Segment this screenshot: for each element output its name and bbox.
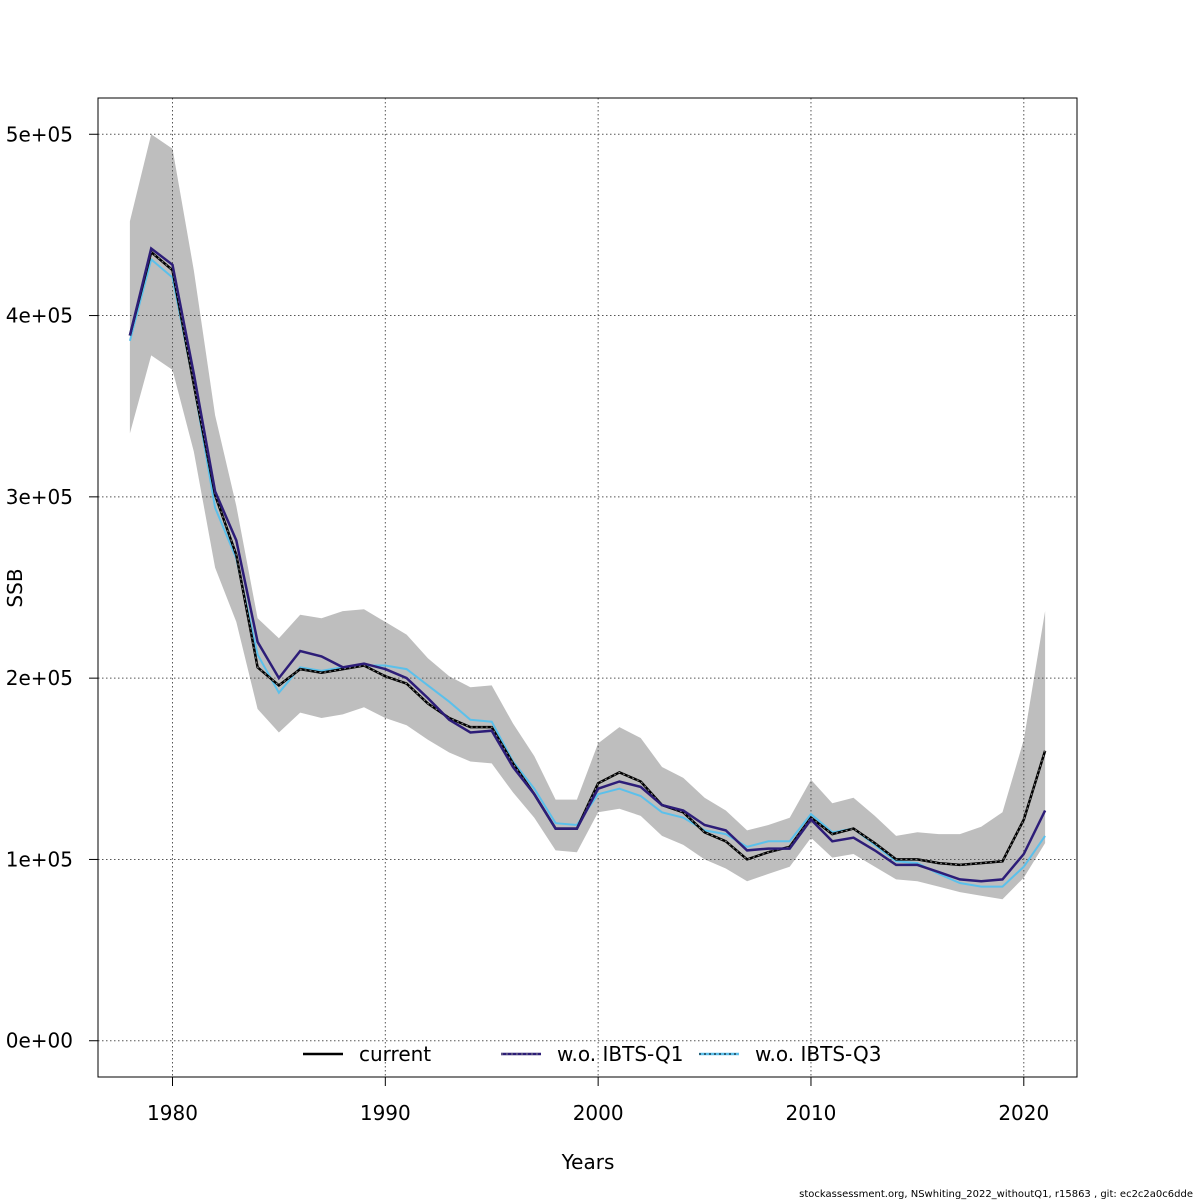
legend: current w.o. IBTS-Q1 w.o. IBTS-Q3 [303, 1042, 881, 1066]
y-tick-label: 2e+05 [6, 666, 73, 690]
x-tick-label: 2020 [998, 1101, 1049, 1125]
y-tick-label: 4e+05 [6, 304, 73, 328]
y-tick-label: 3e+05 [6, 485, 73, 509]
x-tick-label: 1980 [147, 1101, 198, 1125]
y-tick-label: 5e+05 [6, 122, 73, 146]
grid-layer [98, 98, 1077, 1077]
series-line-wo-ibts-q1 [128, 246, 1047, 883]
y-tick-label: 0e+00 [6, 1029, 73, 1053]
legend-label: current [359, 1042, 431, 1066]
x-axis-title: Years [561, 1150, 615, 1174]
confidence-band-layer [129, 134, 1046, 900]
x-tick-label: 2010 [786, 1101, 837, 1125]
footer-text: stockassessment.org, NSwhiting_2022_with… [799, 1189, 1193, 1200]
legend-label: w.o. IBTS-Q1 [557, 1042, 683, 1066]
legend-label: w.o. IBTS-Q3 [755, 1042, 881, 1066]
y-axis-title: SSB [3, 568, 27, 607]
series-layer [128, 246, 1047, 888]
axis-layer: 1980 1990 2000 2010 2020 0e+00 1e+05 2e+05 3e+05… [6, 122, 1049, 1125]
confidence-band [129, 134, 1046, 900]
x-tick-label: 1990 [360, 1101, 411, 1125]
legend-entry-current: current [303, 1042, 431, 1066]
legend-entry-wo-ibts-q3: w.o. IBTS-Q3 [699, 1042, 881, 1066]
legend-entry-wo-ibts-q1: w.o. IBTS-Q1 [501, 1042, 683, 1066]
series-line-current-dashes [129, 251, 1046, 866]
y-tick-label: 1e+05 [6, 847, 73, 871]
x-tick-label: 2000 [573, 1101, 624, 1125]
